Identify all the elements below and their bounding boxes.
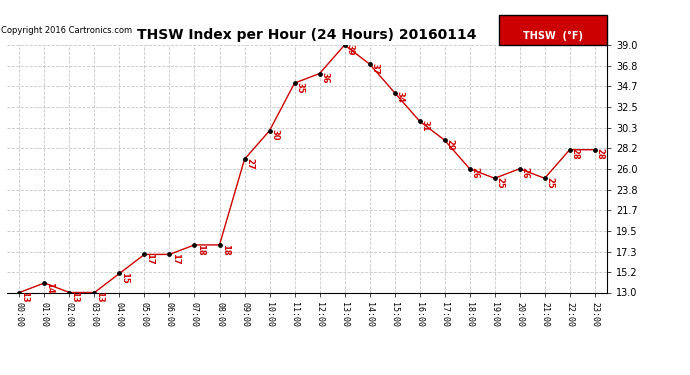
Text: 39: 39: [346, 44, 355, 55]
Text: 30: 30: [270, 129, 279, 141]
Point: [64, 290, 75, 296]
Title: THSW Index per Hour (24 Hours) 20160114: THSW Index per Hour (24 Hours) 20160114: [137, 28, 477, 42]
Text: THSW  (°F): THSW (°F): [523, 31, 583, 41]
Point: [489, 175, 500, 181]
Text: 35: 35: [295, 82, 304, 93]
Text: 17: 17: [170, 253, 179, 265]
Point: [364, 61, 375, 67]
Point: [414, 118, 425, 124]
Text: 25: 25: [546, 177, 555, 189]
Point: [564, 147, 575, 153]
Text: 18: 18: [221, 243, 230, 255]
Text: 29: 29: [446, 139, 455, 150]
Point: [514, 166, 525, 172]
FancyBboxPatch shape: [499, 15, 607, 45]
Point: [539, 175, 550, 181]
Point: [214, 242, 225, 248]
Point: [314, 70, 325, 76]
Point: [139, 251, 150, 257]
Point: [389, 90, 400, 96]
Point: [339, 42, 350, 48]
Text: 26: 26: [471, 167, 480, 179]
Text: 34: 34: [395, 91, 404, 103]
Text: 25: 25: [495, 177, 504, 189]
Text: 36: 36: [321, 72, 330, 84]
Text: 14: 14: [46, 282, 55, 293]
Point: [39, 280, 50, 286]
Point: [439, 137, 450, 143]
Text: 18: 18: [195, 243, 204, 255]
Text: 13: 13: [95, 291, 104, 303]
Text: 31: 31: [421, 120, 430, 131]
Text: 27: 27: [246, 158, 255, 170]
Point: [289, 80, 300, 86]
Point: [264, 128, 275, 134]
Point: [189, 242, 200, 248]
Text: Copyright 2016 Cartronics.com: Copyright 2016 Cartronics.com: [1, 26, 132, 35]
Point: [14, 290, 25, 296]
Text: 26: 26: [521, 167, 530, 179]
Text: 17: 17: [146, 253, 155, 265]
Point: [89, 290, 100, 296]
Text: 13: 13: [70, 291, 79, 303]
Text: 37: 37: [371, 63, 380, 74]
Text: 15: 15: [121, 272, 130, 284]
Point: [464, 166, 475, 172]
Text: 13: 13: [21, 291, 30, 303]
Text: 28: 28: [571, 148, 580, 160]
Point: [239, 156, 250, 162]
Text: 28: 28: [595, 148, 604, 160]
Point: [164, 251, 175, 257]
Point: [114, 270, 125, 276]
Point: [589, 147, 600, 153]
